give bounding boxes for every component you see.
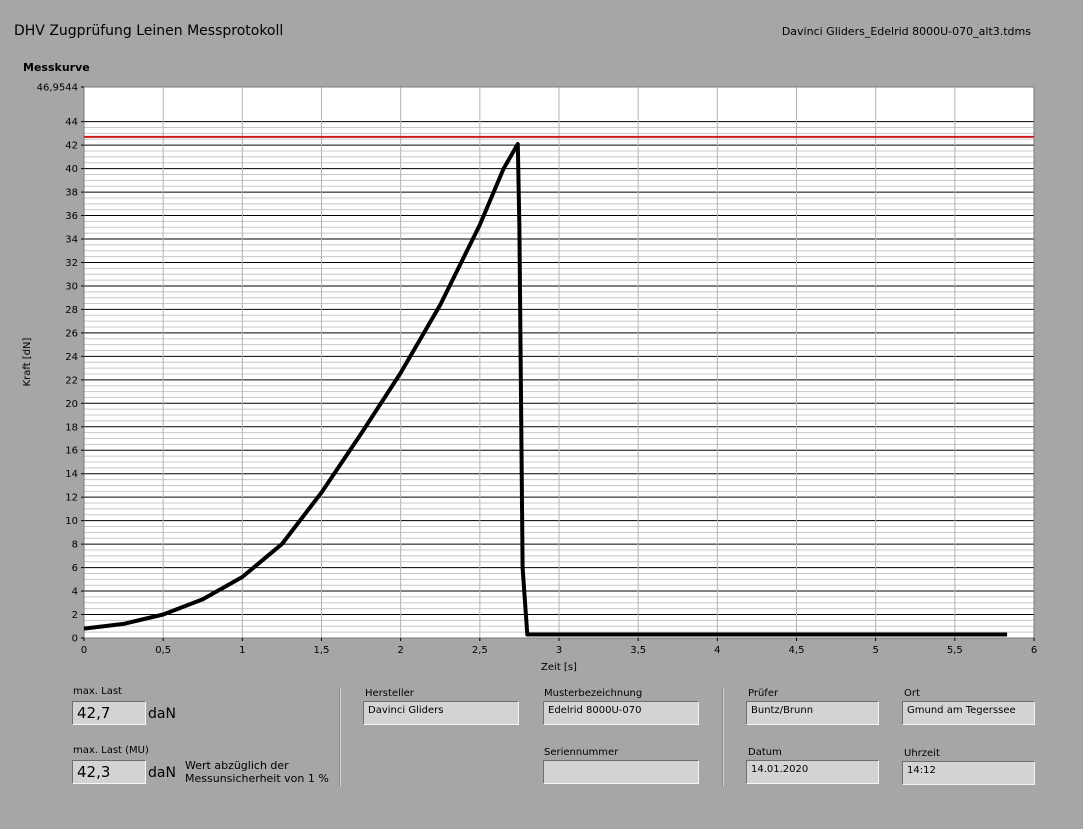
y-max-label: 46,9544 xyxy=(37,83,78,94)
datum-label: Datum xyxy=(748,747,782,758)
chart-series xyxy=(83,135,1034,637)
y-tick-label: 36 xyxy=(65,211,78,222)
y-tick-label: 2 xyxy=(72,610,78,621)
max-last-mu-unit: daN xyxy=(148,765,176,781)
x-tick-label: 2,5 xyxy=(472,645,488,656)
page-title: DHV Zugprüfung Leinen Messprotokoll xyxy=(14,23,284,39)
pruefer-label: Prüfer xyxy=(748,688,779,699)
mu-note-line2: Messunsicherheit von 1 % xyxy=(185,772,329,785)
x-tick-label: 2 xyxy=(397,645,403,656)
y-tick-label: 42 xyxy=(65,141,78,152)
max-last-value: 42,7 xyxy=(72,701,146,725)
pruefer-field[interactable]: Buntz/Brunn xyxy=(746,701,879,725)
x-tick-label: 4,5 xyxy=(789,645,805,656)
y-tick-label: 30 xyxy=(65,281,78,292)
ort-label: Ort xyxy=(904,688,920,699)
x-tick-label: 3,5 xyxy=(630,645,646,656)
x-tick-label: 0,5 xyxy=(155,645,171,656)
muster-field[interactable]: Edelrid 8000U-070 xyxy=(543,701,699,725)
separator xyxy=(339,688,341,786)
force-curve-line xyxy=(83,142,1008,637)
x-tick-label: 5,5 xyxy=(947,645,963,656)
y-tick-label: 26 xyxy=(65,328,78,339)
y-tick-label: 20 xyxy=(65,399,78,410)
x-tick-label: 4 xyxy=(714,645,720,656)
uhrzeit-field[interactable]: 14:12 xyxy=(902,761,1035,785)
x-tick-label: 0 xyxy=(81,645,87,656)
y-tick-label: 32 xyxy=(65,258,78,269)
y-tick-label: 14 xyxy=(65,469,78,480)
hersteller-label: Hersteller xyxy=(365,688,414,699)
x-tick-label: 3 xyxy=(556,645,562,656)
x-tick-label: 1 xyxy=(239,645,245,656)
uhrzeit-label: Uhrzeit xyxy=(904,748,940,759)
y-tick-label: 12 xyxy=(65,493,78,504)
ort-field[interactable]: Gmund am Tegerssee xyxy=(902,701,1035,725)
x-axis-label: Zeit [s] xyxy=(541,662,577,673)
x-tick-label: 6 xyxy=(1031,645,1037,656)
datum-field[interactable]: 14.01.2020 xyxy=(746,760,879,784)
y-tick-label: 6 xyxy=(72,563,78,574)
serien-field[interactable] xyxy=(543,760,699,784)
mu-note-line1: Wert abzüglich der xyxy=(185,759,289,772)
y-tick-label: 44 xyxy=(65,117,78,128)
y-tick-label: 8 xyxy=(72,540,78,551)
file-name: Davinci Gliders_Edelrid 8000U-070_alt3.t… xyxy=(781,25,1031,38)
y-tick-label: 0 xyxy=(72,634,78,645)
y-tick-label: 34 xyxy=(65,235,78,246)
max-last-label: max. Last xyxy=(73,686,122,697)
x-tick-label: 1,5 xyxy=(314,645,330,656)
y-axis-label: Kraft [dN] xyxy=(22,337,33,386)
y-tick-label: 28 xyxy=(65,305,78,316)
y-tick-label: 24 xyxy=(65,352,78,363)
x-tick-label: 5 xyxy=(872,645,878,656)
y-tick-label: 22 xyxy=(65,375,78,386)
chart-ticks: 0246810121416182022242628303234363840424… xyxy=(37,83,1038,657)
max-last-unit: daN xyxy=(148,706,176,722)
serien-label: Seriennummer xyxy=(544,747,619,758)
muster-label: Musterbezeichnung xyxy=(544,688,643,699)
separator xyxy=(722,688,724,786)
chart-grid xyxy=(84,87,1034,638)
y-tick-label: 16 xyxy=(65,446,78,457)
hersteller-field[interactable]: Davinci Gliders xyxy=(363,701,519,725)
chart-label: Messkurve xyxy=(23,61,90,74)
max-last-mu-label: max. Last (MU) xyxy=(73,745,149,756)
y-tick-label: 40 xyxy=(65,164,78,175)
y-tick-label: 10 xyxy=(65,516,78,527)
max-last-mu-value: 42,3 xyxy=(72,760,146,784)
y-tick-label: 38 xyxy=(65,188,78,199)
y-tick-label: 4 xyxy=(72,587,78,598)
y-tick-label: 18 xyxy=(65,422,78,433)
